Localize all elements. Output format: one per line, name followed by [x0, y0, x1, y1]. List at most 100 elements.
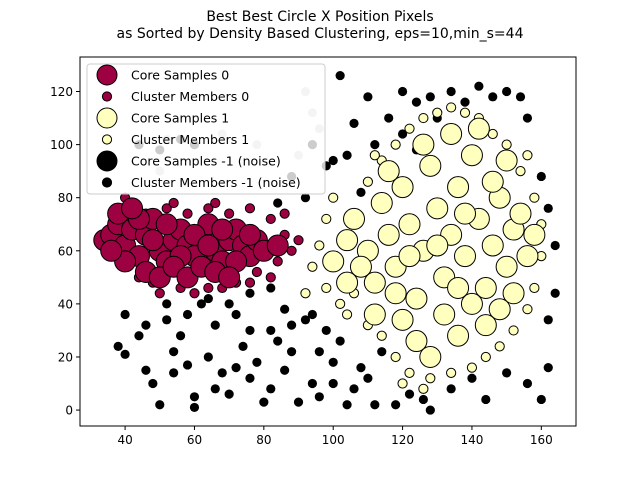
point-c1-core-31	[433, 303, 456, 326]
point-c1-core-47	[398, 245, 421, 268]
point-c0-member-10	[272, 256, 283, 267]
legend-label-5: Cluster Members -1 (noise)	[131, 175, 301, 190]
point-c0-member-11	[251, 266, 262, 278]
point-c1-core-12	[419, 154, 442, 177]
point-c1-core-37	[377, 160, 400, 183]
y-tick-label-4: 80	[58, 191, 73, 205]
point-c-1-member-9	[182, 360, 193, 370]
point-c-1-member-85	[300, 193, 311, 203]
point-c0-core-31	[197, 234, 220, 257]
y-tick-label-3: 60	[58, 244, 73, 258]
point-c1-member-30	[404, 367, 415, 379]
point-c0-member-20	[244, 277, 256, 288]
point-c-1-member-33	[349, 384, 359, 394]
point-c-1-member-64	[411, 97, 422, 107]
x-tick-label-2: 80	[256, 433, 271, 447]
legend-marker-5	[101, 177, 113, 188]
point-c1-core-25	[509, 202, 532, 225]
point-c-1-member-2	[134, 331, 144, 341]
point-c-1-member-92	[210, 384, 220, 394]
point-c-1-member-55	[245, 288, 255, 298]
point-c0-core-27	[141, 229, 164, 252]
point-c-1-member-25	[293, 397, 304, 407]
point-c-1-member-51	[162, 299, 172, 309]
point-c1-core-41	[495, 149, 518, 172]
point-c-1-member-78	[543, 315, 553, 325]
point-c0-member-3	[182, 208, 193, 219]
point-c-1-member-99	[307, 309, 317, 320]
point-c1-core-49	[454, 202, 477, 225]
x-tick-label-5: 140	[460, 433, 483, 447]
point-c-1-member-32	[342, 400, 352, 410]
point-c-1-member-27	[307, 378, 317, 389]
point-c1-core-26	[516, 245, 539, 268]
point-c-1-member-61	[370, 140, 380, 150]
point-c0-member-4	[203, 203, 214, 214]
legend-label-0: Core Samples 0	[131, 68, 229, 83]
point-c-1-member-56	[266, 283, 276, 293]
point-c1-member-9	[390, 139, 401, 150]
point-c1-core-32	[447, 324, 470, 347]
point-c-1-member-7	[169, 347, 179, 357]
point-c-1-member-59	[349, 118, 359, 128]
legend-marker-0	[96, 64, 118, 86]
point-c1-core-21	[481, 234, 504, 257]
point-c1-core-45	[363, 303, 386, 326]
point-c1-member-19	[529, 192, 540, 203]
point-c-1-member-17	[238, 341, 248, 351]
point-c-1-member-26	[300, 315, 311, 325]
point-c1-core-8	[391, 176, 414, 199]
x-tick-label-6: 160	[530, 433, 553, 447]
point-c1-member-39	[522, 150, 533, 161]
point-c-1-member-10	[189, 402, 200, 413]
point-c1-core-40	[467, 117, 490, 140]
point-c-1-member-96	[314, 347, 324, 357]
point-c1-core-9	[398, 213, 421, 236]
point-c-1-member-50	[141, 320, 151, 330]
point-c1-member-14	[459, 107, 471, 118]
point-c0-member-5	[224, 208, 235, 219]
point-c1-member-10	[404, 123, 415, 134]
point-c1-member-11	[418, 112, 429, 124]
point-c0-member-6	[244, 203, 256, 214]
point-c-1-member-19	[252, 357, 262, 367]
point-c-1-member-37	[377, 347, 387, 357]
point-c1-member-1	[307, 261, 318, 272]
point-c1-core-23	[495, 255, 518, 278]
y-tick-label-2: 40	[58, 297, 73, 311]
point-c1-member-18	[515, 166, 526, 177]
legend-label-1: Cluster Members 0	[131, 89, 249, 104]
point-c0-member-2	[161, 203, 172, 214]
point-c0-core-32	[211, 218, 234, 241]
y-tick-label-5: 100	[50, 138, 73, 152]
point-c-1-member-15	[224, 389, 234, 399]
point-c1-member-37	[418, 383, 429, 394]
legend-label-4: Core Samples -1 (noise)	[131, 154, 281, 169]
point-c1-member-25	[494, 341, 505, 352]
point-c-1-member-42	[446, 384, 456, 394]
point-c1-core-28	[391, 308, 414, 331]
point-c0-member-7	[265, 213, 276, 225]
point-c-1-member-22	[273, 336, 283, 346]
point-c-1-member-90	[266, 325, 276, 336]
point-c-1-member-20	[259, 397, 269, 407]
point-c1-member-17	[501, 139, 512, 150]
point-c0-member-17	[154, 288, 165, 299]
chart-title-line1: Best Best Circle X Position Pixels	[206, 9, 433, 25]
point-c0-member-21	[265, 272, 276, 283]
point-c-1-member-11	[196, 299, 206, 309]
point-c-1-member-23	[280, 365, 290, 375]
point-c-1-member-93	[189, 392, 200, 402]
point-c-1-member-65	[425, 92, 435, 102]
point-c-1-member-60	[363, 92, 373, 102]
point-c-1-member-63	[397, 129, 408, 139]
point-c1-core-50	[447, 276, 470, 299]
point-c1-core-44	[336, 271, 359, 294]
point-c-1-member-44	[481, 394, 491, 405]
point-c1-core-35	[488, 298, 511, 321]
point-c-1-member-45	[502, 368, 512, 378]
point-c1-member-28	[446, 367, 457, 379]
point-c1-member-7	[362, 176, 373, 187]
point-c-1-member-47	[536, 394, 546, 405]
point-c1-core-16	[447, 176, 470, 199]
